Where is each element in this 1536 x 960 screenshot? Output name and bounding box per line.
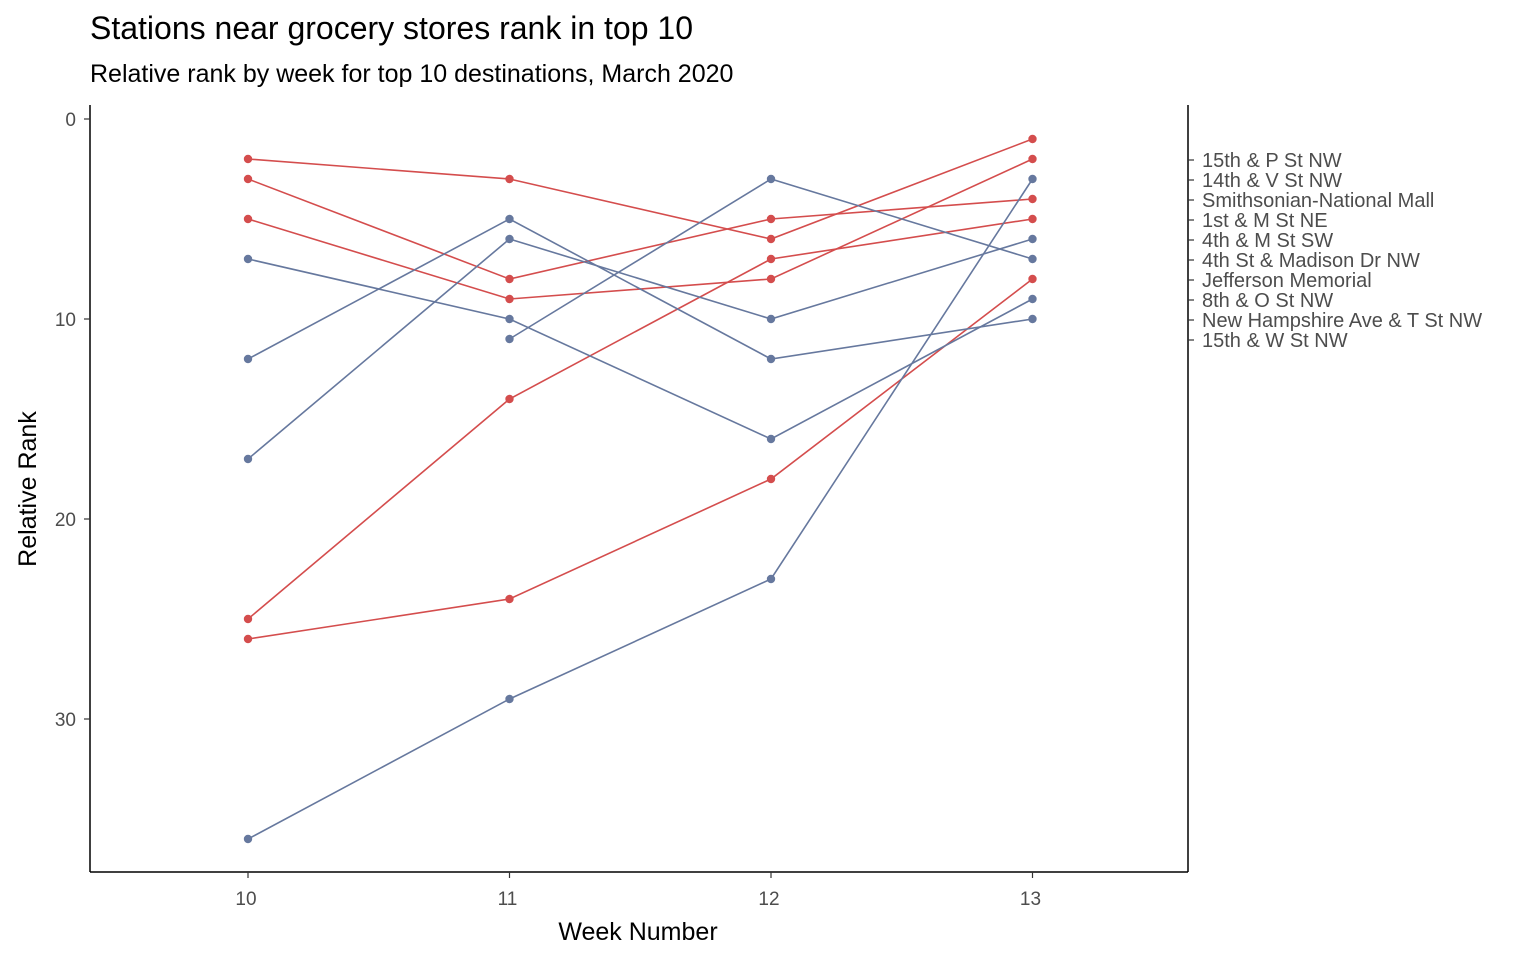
data-point-other [505,334,514,344]
secondary-axis-label: 8th & O St NW [1202,290,1333,312]
data-point-grocery [243,614,253,624]
series-line-grocery [247,138,1033,240]
secondary-axis-label: 14th & V St NW [1202,170,1342,192]
x-tick-label: 11 [498,889,518,910]
data-point-grocery [243,174,253,184]
data-point-other [1028,174,1037,184]
data-point-other [1028,234,1037,244]
data-point-other [243,254,253,264]
series-lines [247,138,1034,840]
x-tick-label: 12 [758,889,779,910]
data-point-other [505,214,514,224]
chart-subtitle: Relative rank by week for top 10 destina… [90,60,734,88]
data-point-grocery [1028,274,1037,284]
data-point-other [505,694,514,704]
secondary-axis-label: 4th St & Madison Dr NW [1202,250,1420,272]
series-line-grocery [247,278,1033,640]
series-points [243,134,1037,844]
data-point-other [766,434,776,444]
series-line-other [247,218,1033,360]
data-point-other [243,834,253,844]
data-point-grocery [766,474,776,484]
data-point-grocery [505,274,514,284]
y-tick-label: 0 [65,110,76,131]
data-point-grocery [243,154,253,164]
secondary-axis-label: 15th & W St NW [1202,330,1348,352]
x-tick-label: 13 [1020,889,1041,910]
x-axis-title: Week Number [558,918,717,946]
secondary-axis-label: 4th & M St SW [1202,230,1333,252]
y-tick-label: 20 [55,510,76,531]
data-point-grocery [505,174,514,184]
secondary-axis-label: Smithsonian-National Mall [1202,190,1434,212]
axes [84,105,1194,878]
secondary-axis-label: 15th & P St NW [1202,150,1342,172]
data-point-grocery [505,294,514,304]
data-point-grocery [243,634,253,644]
data-point-grocery [766,254,776,264]
data-point-other [1028,254,1037,264]
data-point-other [1028,314,1037,324]
data-point-grocery [243,214,253,224]
data-point-other [766,574,776,584]
data-point-grocery [766,274,776,284]
data-point-other [505,234,514,244]
series-line-grocery [247,158,1033,300]
secondary-axis-label: Jefferson Memorial [1202,270,1372,292]
data-point-other [1028,294,1037,304]
series-line-grocery [247,218,1033,620]
series-line-other [247,258,1033,440]
secondary-axis-label: 1st & M St NE [1202,210,1328,232]
y-axis-title: Relative Rank [14,411,42,567]
data-point-grocery [1028,194,1037,204]
secondary-axis-label: New Hampshire Ave & T St NW [1202,310,1482,332]
y-tick-label: 30 [55,710,76,731]
y-tick-label: 10 [55,310,76,331]
series-line-other [247,238,1033,460]
data-point-other [505,314,514,324]
data-point-other [243,454,253,464]
data-point-grocery [1028,134,1037,144]
data-point-grocery [505,594,514,604]
series-line-other [247,178,1034,840]
x-tick-label: 10 [235,889,256,910]
data-point-grocery [766,214,776,224]
data-point-other [766,174,776,184]
data-point-grocery [1028,214,1037,224]
chart-title: Stations near grocery stores rank in top… [90,10,693,46]
data-point-other [243,354,253,364]
data-point-other [766,354,776,364]
data-point-other [766,314,776,324]
data-point-grocery [505,394,514,404]
data-point-grocery [766,234,776,244]
series-line-grocery [247,178,1033,280]
data-point-grocery [1028,154,1037,164]
